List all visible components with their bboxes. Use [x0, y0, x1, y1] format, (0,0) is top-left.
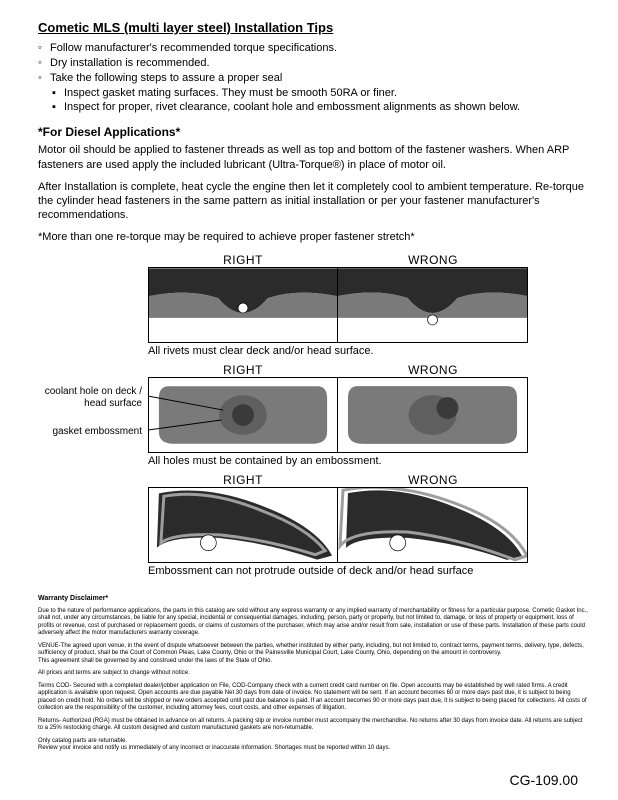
- subbullet-2: Inspect for proper, rivet clearance, coo…: [64, 100, 520, 115]
- diagram-row-holes: RIGHT WRONG All holes m: [148, 363, 528, 467]
- disclaimer-p1: Due to the nature of performance applica…: [38, 608, 588, 638]
- label-wrong-2: WRONG: [338, 363, 528, 377]
- label-wrong-3: WRONG: [338, 473, 528, 487]
- bullet-2: Dry installation is recommended.: [50, 56, 210, 71]
- disclaimer-p6: Only catalog parts are returnable. Revie…: [38, 738, 588, 753]
- diagrams: RIGHT WRONG All rivets must clear deck a…: [148, 253, 528, 577]
- bullet-list: ◦Follow manufacturer's recommended torqu…: [38, 41, 588, 115]
- disclaimer-heading: Warranty Disclaimer*: [38, 595, 588, 602]
- diesel-heading: *For Diesel Applications*: [38, 125, 588, 139]
- disclaimer-p4: Terms COD- Secured with a completed deal…: [38, 683, 588, 713]
- page-number: CG-109.00: [510, 772, 578, 788]
- disclaimer-body: Due to the nature of performance applica…: [38, 608, 588, 753]
- callout-coolant: coolant hole on deck / head surface: [32, 386, 142, 410]
- diagram-hole-wrong: [338, 378, 527, 452]
- diagram-row-emboss: RIGHT WRONG Embossment: [148, 473, 528, 577]
- disclaimer-p2: VENUE-The agreed upon venue, in the even…: [38, 643, 588, 666]
- diesel-para-1: Motor oil should be applied to fastener …: [38, 143, 588, 172]
- subbullet-1: Inspect gasket mating surfaces. They mus…: [64, 86, 397, 101]
- diesel-para-2: After Installation is complete, heat cyc…: [38, 180, 588, 223]
- label-wrong-1: WRONG: [338, 253, 528, 267]
- caption-1: All rivets must clear deck and/or head s…: [148, 345, 528, 357]
- caption-2: All holes must be contained by an emboss…: [148, 455, 528, 467]
- callout-gasket: gasket embossment: [32, 426, 142, 438]
- diagram-rivet-right: [149, 268, 338, 342]
- label-right-3: RIGHT: [148, 473, 338, 487]
- page-title: Cometic MLS (multi layer steel) Installa…: [38, 20, 588, 35]
- diesel-note: *More than one re-torque may be required…: [38, 231, 588, 243]
- diagram-rivet-wrong: [338, 268, 527, 342]
- diagram-row-rivets: RIGHT WRONG All rivets must clear deck a…: [148, 253, 528, 357]
- diagram-hole-right: [149, 378, 338, 452]
- bullet-3: Take the following steps to assure a pro…: [50, 71, 282, 86]
- diagram-emboss-wrong: [338, 488, 527, 562]
- label-right-1: RIGHT: [148, 253, 338, 267]
- diagram-emboss-right: [149, 488, 338, 562]
- disclaimer-p3: All prices and terms are subject to chan…: [38, 670, 588, 678]
- label-right-2: RIGHT: [148, 363, 338, 377]
- caption-3: Embossment can not protrude outside of d…: [148, 565, 528, 577]
- disclaimer-p5: Returns- Authorized (RGA) must be obtain…: [38, 718, 588, 733]
- bullet-1: Follow manufacturer's recommended torque…: [50, 41, 337, 56]
